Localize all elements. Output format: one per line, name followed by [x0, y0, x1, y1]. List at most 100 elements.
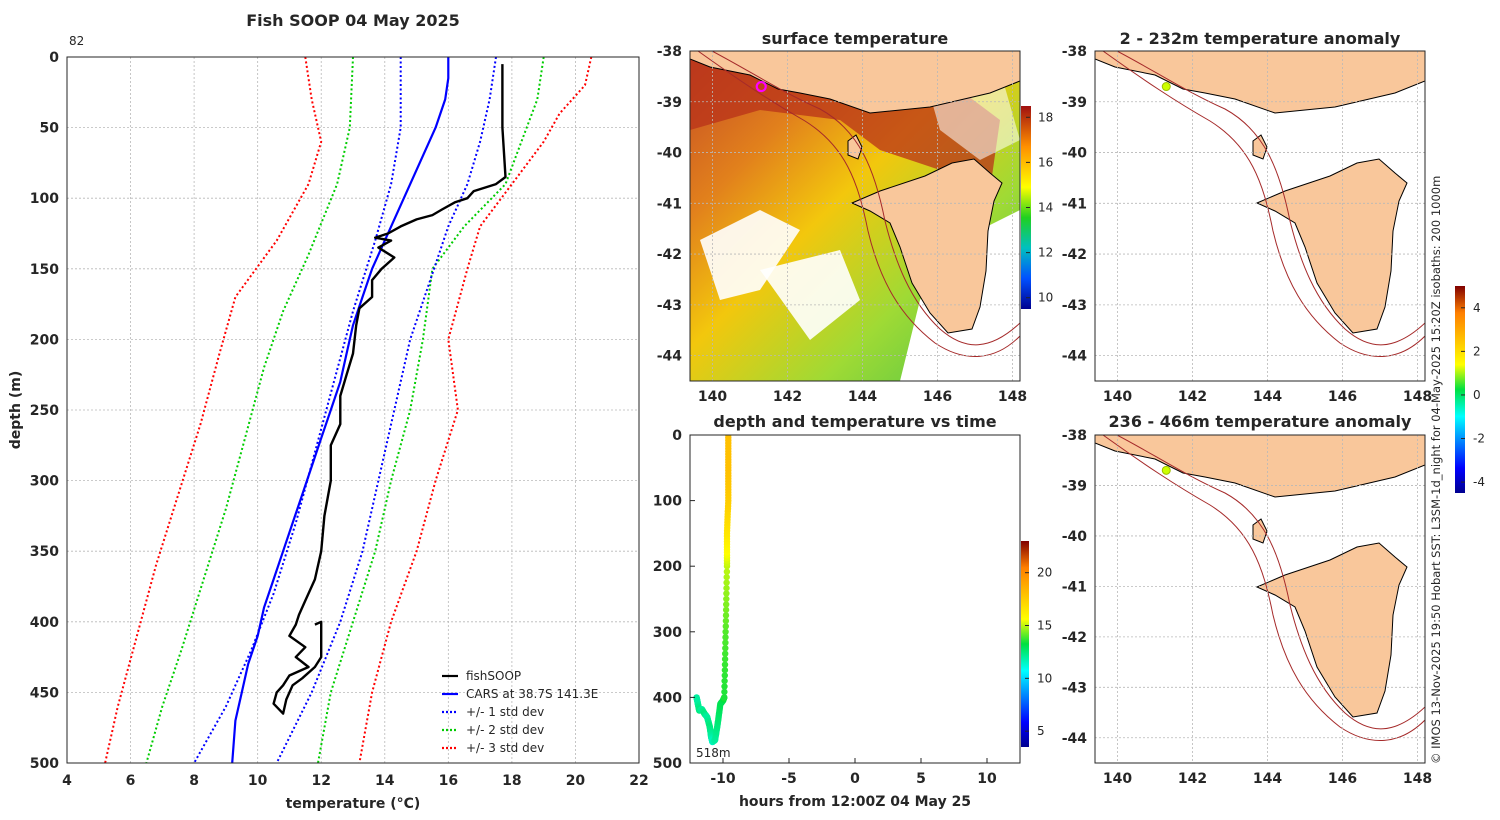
map-xtick: 148	[1403, 771, 1432, 787]
profile-line-fishsoop	[272, 64, 507, 715]
profile-line--2-std-dev	[145, 57, 354, 763]
profile-ytick: 250	[30, 403, 59, 419]
profile-xtick: 14	[375, 773, 395, 789]
map-xtick: 148	[998, 389, 1027, 405]
profile-line--3-std-dev	[104, 57, 323, 763]
profile-panel: Fish SOOP 04 May 2025 82 4 6 8 10 12 14 16 18 20…	[8, 11, 649, 812]
time-axes-box	[689, 434, 1021, 764]
colorbar-ticklabel: 5	[1037, 724, 1045, 738]
float-location-marker	[1161, 465, 1171, 475]
anomaly-map-1-panel: 2 - 232m temperature anomaly 140 142 144 14…	[1062, 29, 1432, 405]
time-track-point	[721, 661, 729, 668]
map-ytick: -40	[657, 146, 683, 162]
legend-label: +/- 1 std dev	[466, 705, 544, 719]
time-xlabel: hours from 12:00Z 04 May 25	[739, 794, 971, 810]
map-ytick: -43	[1062, 298, 1087, 314]
legend-label: CARS at 38.7S 141.3E	[466, 687, 598, 701]
map-xtick: 142	[1178, 389, 1207, 405]
sst-colorbar-ticks: 10 12 14 16 18	[1026, 110, 1053, 305]
float-location-marker	[755, 80, 767, 93]
profile-legend: fishSOOP CARS at 38.7S 141.3E +/- 1 std de…	[442, 669, 598, 755]
sst-map-content	[690, 51, 1020, 381]
map-xtick: 144	[848, 389, 877, 405]
colorbar-ticklabel: 16	[1038, 155, 1053, 169]
anomaly-map-2-panel: 236 - 466m temperature anomaly 140 142 144…	[1062, 412, 1432, 787]
colorbar-ticklabel: 0	[1473, 388, 1481, 402]
time-track-point	[722, 650, 729, 657]
colorbar-ticklabel: 14	[1038, 201, 1053, 215]
time-title: depth and temperature vs time	[713, 412, 996, 431]
map-ytick: -41	[657, 196, 682, 212]
legend-label: +/- 3 std dev	[466, 741, 544, 755]
map-ytick: -39	[1062, 95, 1087, 111]
time-track-point	[725, 435, 732, 439]
time-colorbar-ticks: 5 10 15 20	[1025, 566, 1052, 738]
anomaly-map-2-title: 236 - 466m temperature anomaly	[1109, 412, 1412, 431]
anomaly-colorbar-ticks: -4 -2 0 2 4	[1461, 301, 1485, 489]
profile-xlabel: temperature (°C)	[286, 796, 421, 812]
time-track-point	[721, 683, 728, 690]
map-ytick: -42	[657, 247, 682, 263]
colorbar-ticklabel: 18	[1038, 110, 1053, 124]
profile-line-cars-at-38-7s-141-3e	[231, 57, 450, 763]
profile-xtick: 8	[189, 773, 199, 789]
map-ytick: -38	[1062, 428, 1087, 444]
sst-warm-patch	[690, 51, 1000, 190]
profile-lines	[104, 57, 593, 763]
time-track-point	[722, 617, 730, 625]
time-track-point	[721, 666, 729, 674]
colorbar-ticklabel: 20	[1037, 566, 1052, 580]
profile-xtick: 12	[311, 773, 330, 789]
legend-label: fishSOOP	[466, 669, 521, 683]
time-track-point	[722, 628, 729, 635]
colorbar-ticklabel: -4	[1473, 475, 1485, 489]
profile-ytick: 50	[40, 121, 60, 137]
map-xtick: 140	[1103, 771, 1132, 787]
profile-ylabel: depth (m)	[8, 371, 24, 449]
time-track-point	[721, 688, 728, 696]
profile-line--1-std-dev	[193, 57, 402, 763]
time-track-point	[723, 590, 730, 597]
anomaly-colorbar	[1455, 286, 1465, 493]
profile-ytick: 450	[30, 685, 59, 701]
legend-label: +/- 2 std dev	[466, 723, 544, 737]
profile-ytick: 500	[30, 756, 59, 772]
map-frame	[689, 50, 1021, 382]
time-ytick: 300	[653, 625, 682, 641]
colorbar-ticklabel: 10	[1038, 291, 1053, 305]
time-points	[693, 435, 732, 746]
time-track-point	[723, 568, 731, 575]
profile-xlabel-text: temperature (°C)	[286, 796, 421, 812]
colorbar-ticklabel: 4	[1473, 301, 1481, 315]
map-ytick: -39	[1062, 478, 1087, 494]
time-xtick: 5	[916, 771, 926, 787]
sst-map-title: surface temperature	[762, 29, 949, 48]
profile-ytick: 200	[30, 332, 59, 348]
map-xtick: 146	[923, 389, 952, 405]
map-ytick: -44	[1062, 731, 1088, 747]
map-ytick: -40	[1062, 529, 1088, 545]
colorbar-ticklabel: 10	[1037, 671, 1052, 685]
colorbar-ticklabel: 15	[1037, 619, 1052, 633]
profile-line-upper-2	[275, 57, 497, 763]
profile-xtick: 16	[439, 773, 458, 789]
float-location-marker	[1161, 82, 1171, 92]
sst-map-panel: surface temperature 140 142 144 146 148 -38 -3…	[657, 29, 1054, 405]
map-ytick: -42	[1062, 630, 1087, 646]
profile-axes-box	[66, 56, 640, 764]
time-track-point	[723, 595, 730, 603]
anomaly-map-2-axes: 140 142 144 146 148 -38 -39 -40 -41 -42 -43 -44	[1062, 428, 1432, 787]
anomaly-map-1-title: 2 - 232m temperature anomaly	[1120, 29, 1401, 48]
time-track-point	[722, 606, 730, 614]
profile-title: Fish SOOP 04 May 2025	[246, 11, 460, 30]
anomaly-map-1-content	[1095, 51, 1425, 381]
anomaly-map-2-content	[1095, 435, 1425, 763]
time-track-point	[722, 634, 729, 641]
time-colorbar	[1021, 541, 1029, 747]
time-track-point	[722, 612, 730, 619]
time-annotation: 518m	[696, 746, 731, 760]
profile-ytick: 400	[30, 615, 59, 631]
time-xtick: -5	[781, 771, 797, 787]
time-track-point	[722, 623, 729, 630]
